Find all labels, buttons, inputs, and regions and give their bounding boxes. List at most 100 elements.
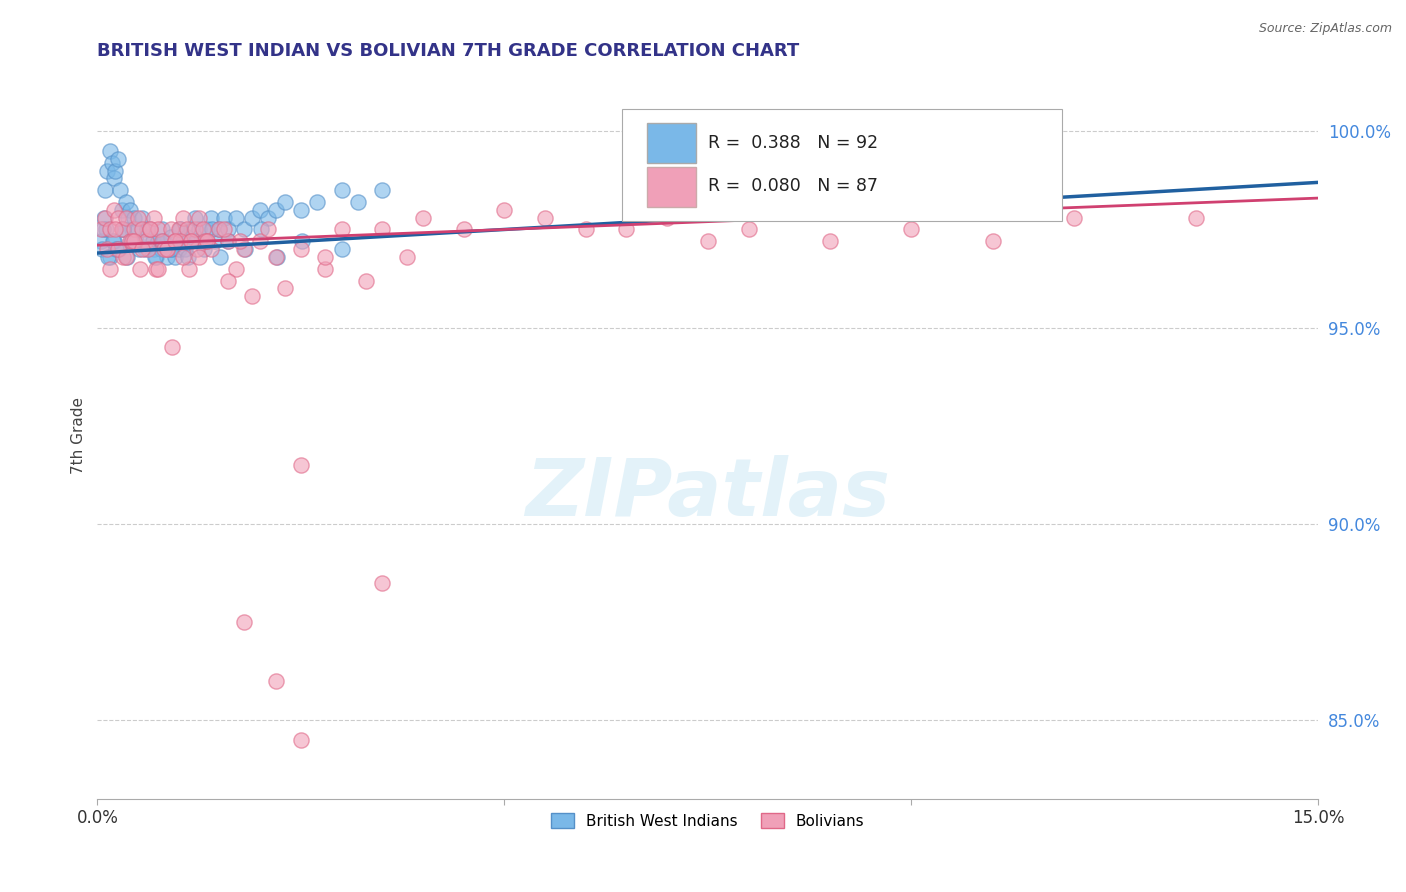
Point xyxy=(101,155,124,169)
Point xyxy=(91,222,114,236)
Point xyxy=(176,250,198,264)
Point xyxy=(174,242,197,256)
Point xyxy=(266,202,288,217)
Point xyxy=(290,458,312,472)
Point xyxy=(108,183,131,197)
Point xyxy=(180,234,202,248)
Point xyxy=(240,289,263,303)
Point xyxy=(143,242,166,256)
Point xyxy=(136,242,159,256)
Point xyxy=(122,211,145,225)
Point xyxy=(160,340,183,354)
Point xyxy=(107,211,129,225)
Point xyxy=(191,234,214,248)
Point xyxy=(290,242,312,256)
Legend: British West Indians, Bolivians: British West Indians, Bolivians xyxy=(546,806,870,835)
Point xyxy=(100,250,122,264)
Point xyxy=(103,234,125,248)
Point xyxy=(145,250,167,264)
Point xyxy=(115,250,138,264)
Text: ZIPatlas: ZIPatlas xyxy=(526,455,890,533)
Point xyxy=(169,222,191,236)
Point xyxy=(148,234,170,248)
Point xyxy=(172,250,194,264)
Point xyxy=(148,261,170,276)
Point xyxy=(290,202,312,217)
Point xyxy=(217,234,239,248)
Point xyxy=(184,211,207,225)
Point xyxy=(115,250,138,264)
Point xyxy=(103,202,125,217)
Point xyxy=(737,222,759,236)
Point xyxy=(217,234,239,248)
Point xyxy=(169,234,191,248)
Point xyxy=(97,250,120,264)
Y-axis label: 7th Grade: 7th Grade xyxy=(72,397,86,475)
Point xyxy=(212,211,235,225)
Point xyxy=(153,234,176,248)
Point xyxy=(1063,211,1085,225)
Point xyxy=(96,222,118,236)
Point xyxy=(103,171,125,186)
Point xyxy=(200,242,222,256)
Point xyxy=(225,261,247,276)
Point xyxy=(96,163,118,178)
Text: R =  0.388   N = 92: R = 0.388 N = 92 xyxy=(707,134,877,152)
Point xyxy=(155,242,177,256)
Point xyxy=(172,211,194,225)
Point xyxy=(131,222,153,236)
Point xyxy=(212,222,235,236)
Point xyxy=(186,242,208,256)
Point xyxy=(250,222,273,236)
Point xyxy=(163,234,186,248)
Point xyxy=(209,250,232,264)
Point xyxy=(191,222,214,236)
Point xyxy=(240,211,263,225)
Point xyxy=(180,222,202,236)
Point xyxy=(273,194,295,209)
Point xyxy=(371,575,394,590)
Point xyxy=(229,234,252,248)
Point xyxy=(127,211,149,225)
Point xyxy=(167,222,190,236)
Point xyxy=(249,234,271,248)
Point xyxy=(494,202,516,217)
Point xyxy=(981,234,1004,248)
Point xyxy=(188,222,211,236)
Point xyxy=(107,242,129,256)
Point xyxy=(127,222,149,236)
Point xyxy=(266,250,288,264)
Point xyxy=(655,211,678,225)
Point xyxy=(314,261,336,276)
Point xyxy=(139,222,162,236)
Point xyxy=(371,183,394,197)
Point xyxy=(111,222,134,236)
Point xyxy=(101,234,124,248)
Point xyxy=(131,211,153,225)
Point xyxy=(176,222,198,236)
Point xyxy=(217,273,239,287)
Point xyxy=(217,222,239,236)
Point xyxy=(346,194,368,209)
Point xyxy=(104,163,127,178)
Point xyxy=(94,211,117,225)
Point xyxy=(184,234,207,248)
Point xyxy=(249,202,271,217)
Point xyxy=(575,222,598,236)
FancyBboxPatch shape xyxy=(647,167,696,207)
Point xyxy=(534,211,557,225)
Point xyxy=(96,242,118,256)
Point xyxy=(128,242,150,256)
Point xyxy=(98,144,121,158)
Point xyxy=(120,234,142,248)
Point xyxy=(412,211,434,225)
Point xyxy=(163,250,186,264)
Point xyxy=(257,211,280,225)
Point xyxy=(105,242,128,256)
Point xyxy=(163,234,186,248)
Point xyxy=(121,222,143,236)
Point xyxy=(128,261,150,276)
Point xyxy=(232,615,254,629)
Point xyxy=(290,733,312,747)
Point xyxy=(112,222,135,236)
